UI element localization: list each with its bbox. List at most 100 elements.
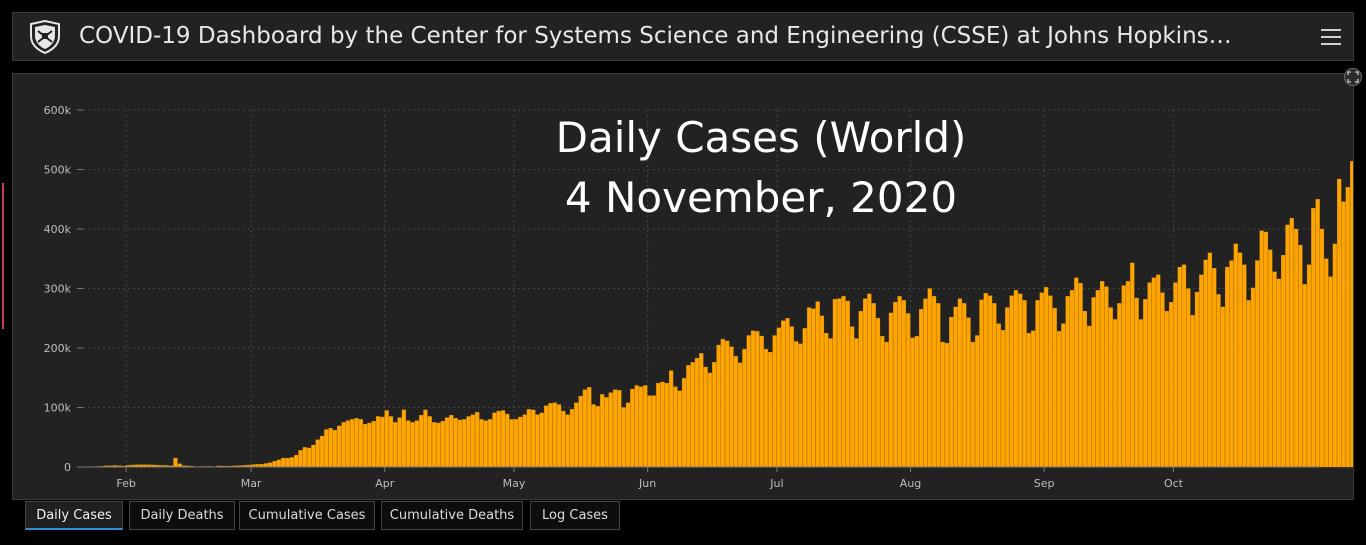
bar: [1199, 274, 1204, 468]
y-tick-label: 200k: [44, 342, 72, 355]
hamburger-menu-icon[interactable]: [1318, 23, 1346, 51]
bar: [681, 378, 687, 468]
tab-cumulative-deaths[interactable]: Cumulative Deaths: [381, 501, 523, 530]
bar: [1315, 199, 1320, 468]
bar: [1074, 277, 1079, 468]
bar: [1082, 310, 1087, 468]
bar: [587, 387, 592, 468]
tab-cumulative-cases[interactable]: Cumulative Cases: [239, 501, 375, 530]
bar: [569, 409, 575, 468]
bar: [457, 419, 463, 468]
bar: [1186, 288, 1191, 468]
bar: [1164, 310, 1169, 468]
bar: [1013, 290, 1019, 468]
bar: [496, 410, 501, 468]
bar: [798, 343, 803, 468]
y-tick-label: 0: [64, 461, 71, 474]
bar: [173, 457, 178, 468]
bar: [466, 416, 471, 468]
bar: [716, 344, 721, 468]
bar: [729, 346, 734, 468]
bar: [337, 425, 342, 468]
bar: [953, 306, 958, 468]
bar: [591, 404, 596, 468]
bar: [1048, 295, 1053, 468]
bar: [1147, 282, 1152, 468]
bar: [880, 335, 885, 468]
bar: [1311, 208, 1316, 468]
bar: [824, 332, 829, 468]
bar: [893, 302, 898, 468]
bar: [725, 340, 730, 468]
bar: [1250, 287, 1256, 468]
bar: [1237, 252, 1243, 468]
bar: [1087, 325, 1092, 468]
daily-cases-chart: 0 100k 200k 300k 400k 500k 600k Feb Mar Apr May Jun…: [44, 104, 1353, 490]
y-tick-label: 300k: [44, 283, 72, 296]
bar: [828, 338, 833, 468]
bar: [393, 422, 398, 468]
bar: [897, 296, 902, 468]
bar: [1212, 268, 1217, 468]
bar: [962, 303, 967, 468]
bar: [397, 417, 402, 468]
bar: [268, 462, 273, 468]
bar: [608, 392, 613, 468]
bar: [1233, 243, 1238, 468]
bar: [768, 352, 773, 468]
bar: [750, 330, 756, 468]
bar: [776, 327, 781, 468]
bar: [522, 414, 527, 468]
bar: [901, 300, 906, 468]
tab-log-cases[interactable]: Log Cases: [530, 501, 620, 530]
bar: [772, 335, 777, 468]
bar: [875, 318, 881, 468]
bar: [1138, 319, 1144, 468]
chart-panel: 0 100k 200k 300k 400k 500k 600k Feb Mar Apr May Jun…: [12, 73, 1354, 500]
bar: [867, 293, 872, 468]
bar: [1005, 307, 1010, 468]
bar: [677, 390, 682, 468]
bar: [1181, 264, 1187, 468]
bar: [841, 296, 846, 468]
bar: [617, 390, 622, 468]
bar: [341, 422, 346, 468]
chart-title: Daily Cases (World): [556, 113, 967, 162]
bar: [1018, 293, 1023, 468]
bar: [927, 288, 932, 468]
expand-icon[interactable]: [1344, 68, 1362, 86]
bar: [1056, 331, 1062, 468]
x-tick-label: Oct: [1164, 477, 1184, 490]
tab-daily-deaths[interactable]: Daily Deaths: [129, 501, 235, 530]
bar: [440, 421, 445, 468]
bar: [888, 312, 894, 468]
bar: [1319, 228, 1325, 468]
bar: [690, 362, 695, 468]
x-tick-label: Mar: [241, 477, 262, 490]
bar: [854, 338, 859, 468]
bar: [638, 386, 644, 468]
bar: [1061, 323, 1066, 468]
bar: [1229, 260, 1234, 468]
bar: [470, 414, 475, 468]
bar: [1078, 282, 1083, 468]
bar: [578, 396, 583, 468]
bar: [513, 419, 519, 468]
bar: [819, 315, 825, 468]
bar: [302, 447, 307, 468]
bar: [906, 313, 911, 468]
bar: [669, 370, 674, 468]
bar: [444, 417, 450, 468]
bar: [1169, 302, 1174, 468]
bar: [746, 335, 751, 468]
bar: [763, 349, 769, 468]
bar: [940, 341, 945, 468]
bar: [1026, 332, 1031, 468]
bar: [1207, 252, 1212, 468]
bar: [281, 457, 286, 468]
bar: [1328, 276, 1333, 468]
bar: [720, 338, 725, 468]
bar: [1341, 201, 1346, 468]
tab-daily-cases[interactable]: Daily Cases: [25, 501, 123, 530]
bar: [1302, 284, 1307, 468]
